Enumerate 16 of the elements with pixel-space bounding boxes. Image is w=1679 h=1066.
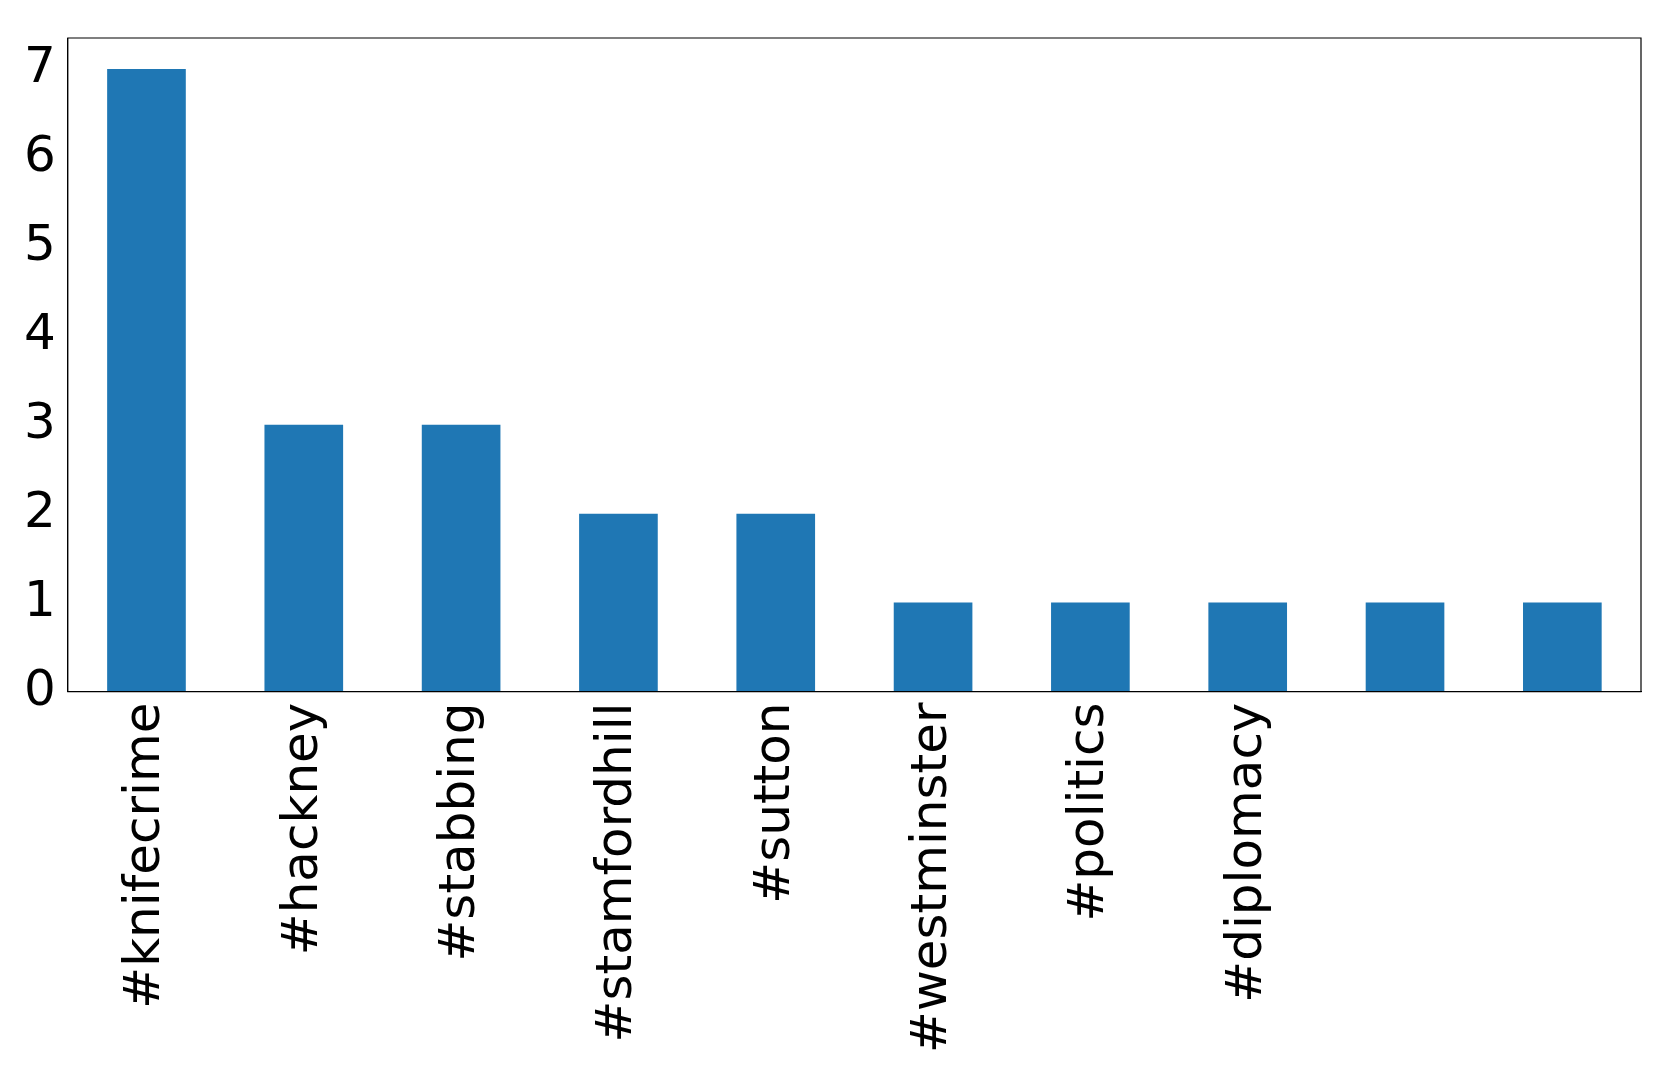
y-tick-label: 2 [24,480,56,539]
x-tick-label: #stamfordhill [585,702,644,1043]
y-tick-label: 4 [24,302,56,361]
y-tick-label: 0 [24,658,56,717]
x-tick-label: #sutton [742,702,801,904]
y-tick-label: 1 [24,569,56,628]
y-tick-label: 7 [24,36,56,95]
y-tick-label: 6 [24,125,56,184]
x-tick-label: #stabbing [428,702,487,962]
x-tick-label: #diplomacy [1214,702,1273,1003]
x-tick-label: #knifecrime [113,702,172,1009]
y-tick-label: 5 [24,213,56,272]
x-tick-label: #hackney [270,702,329,956]
x-tick-label: #politics [1057,702,1116,922]
y-tick-label: 3 [24,391,56,450]
x-tick-label: #westminster [900,702,959,1053]
